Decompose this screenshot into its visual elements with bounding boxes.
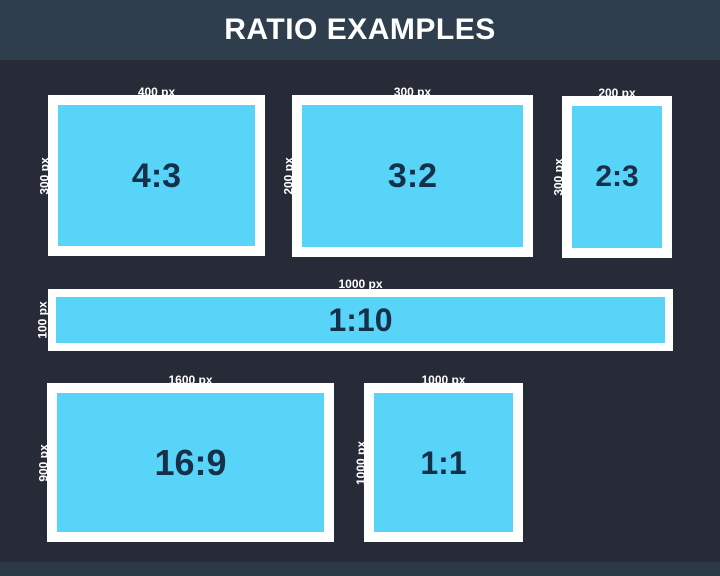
height-label-wrap: 300 px [546,96,572,258]
ratio-box-1-10: 1000 px 100 px 1:10 [36,277,673,351]
ratio-box-3-2: 300 px 200 px 3:2 [282,85,533,257]
ratio-value: 1:10 [328,302,393,338]
height-label-wrap: 1000 px [348,383,374,542]
width-label: 1600 px [168,373,213,387]
footer-bar [0,562,720,576]
ratio-value: 3:2 [387,157,438,195]
height-label-wrap: 200 px [276,95,302,257]
height-label-wrap: 100 px [30,287,56,353]
ratio-value: 16:9 [154,441,227,483]
height-label: 1000 px [354,440,369,485]
height-label-wrap: 300 px [32,95,58,256]
width-label: 1000 px [421,373,466,387]
ratio-value: 4:3 [131,156,182,195]
height-label-wrap: 900 px [31,383,57,542]
ratio-value: 2:3 [595,160,639,193]
height-label: 300 px [38,156,53,195]
ratio-value: 1:1 [420,444,467,481]
ratio-box-16-9: 1600 px 900 px 16:9 [37,373,334,542]
height-label: 100 px [36,301,51,339]
width-label: 300 px [393,85,432,99]
width-label: 400 px [137,85,176,99]
header-bar: RATIO EXAMPLES [0,0,720,60]
width-label: 1000 px [338,277,383,291]
ratio-box-1-1: 1000 px 1000 px 1:1 [354,373,523,542]
ratio-box-2-3: 200 px 300 px 2:3 [552,86,672,258]
height-label: 200 px [282,157,297,195]
page-title: RATIO EXAMPLES [224,13,496,46]
height-label: 900 px [37,443,52,482]
width-label: 200 px [598,86,636,100]
ratio-box-4-3: 400 px 300 px 4:3 [38,85,265,256]
height-label: 300 px [552,158,567,196]
